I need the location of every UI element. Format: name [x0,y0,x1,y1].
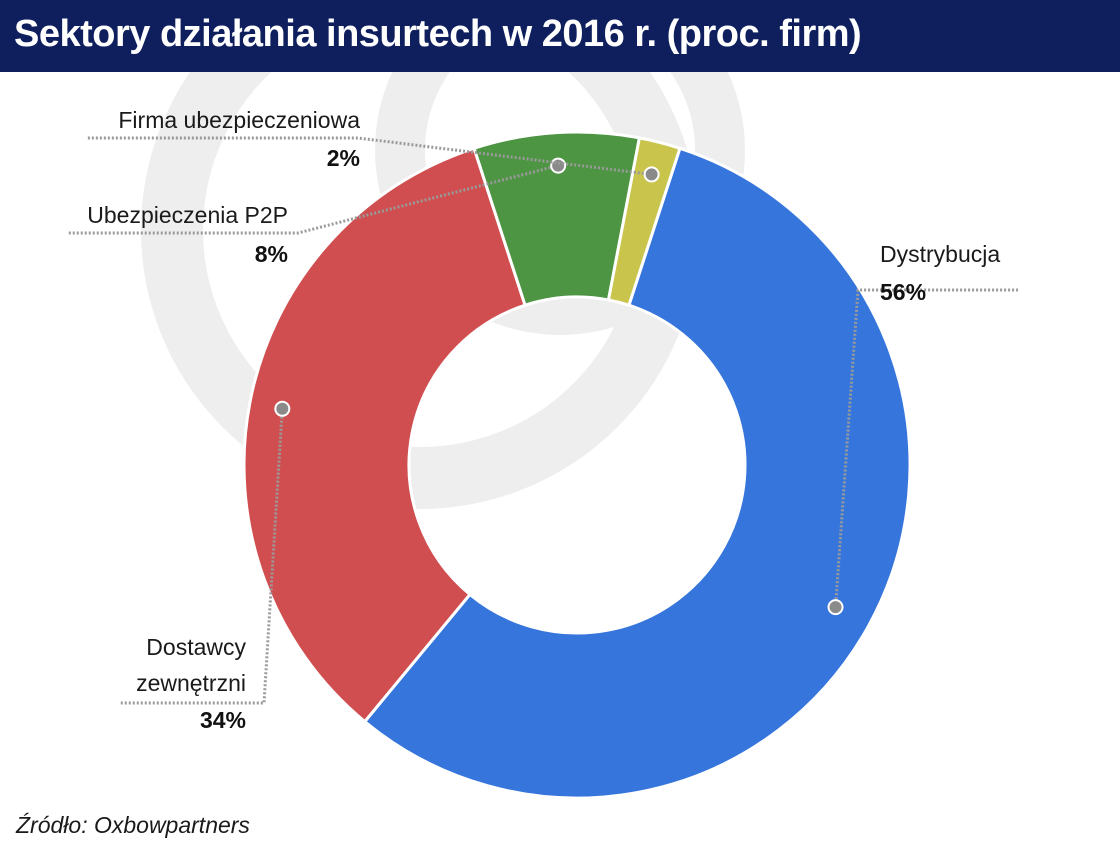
leader-dot-firma-ubezpieczeniowa [643,166,660,183]
title-bar: Sektory działania insurtech w 2016 r. (p… [0,0,1120,72]
value-label-dystrybucja: 56% [880,279,926,305]
slice-label-dostawcy-zewnetrzni-line-2: zewnętrzni [136,670,246,696]
donut-slices [242,130,912,800]
slice-dystrybucja [362,146,912,800]
chart-title: Sektory działania insurtech w 2016 r. (p… [14,13,862,55]
value-label-firma-ubezpieczeniowa: 2% [327,145,360,171]
leader-line-firma-ubezpieczeniowa [86,136,652,176]
leader-dot-dostawcy-zewnetrzni [274,400,291,417]
leader-line-dystrybucja [834,288,1018,608]
slice-label-dostawcy-zewnetrzni-line-1: Dostawcy [146,634,246,660]
slice-labels: Dystrybucja 56% Dostawcy zewnętrzni 34% Ubezp… [87,107,1000,733]
value-label-ubezpieczenia-p2p: 8% [255,241,288,267]
value-label-dostawcy-zewnetrzni: 34% [200,707,246,733]
leader-dot-ubezpieczenia-p2p [550,157,567,174]
slice-label-dystrybucja: Dystrybucja [880,241,1000,267]
slice-dostawcy-zewnetrzni [242,146,527,724]
leader-line-ubezpieczenia-p2p [68,164,559,235]
leader-dot-dystrybucja [827,599,844,616]
slice-label-firma-ubezpieczeniowa: Firma ubezpieczeniowa [118,107,360,133]
leader-lines [68,136,1018,705]
source-note: Źródło: Oxbowpartners [16,812,250,838]
slice-firma-ubezpieczeniowa [606,136,682,308]
slice-label-ubezpieczenia-p2p: Ubezpieczenia P2P [87,202,288,228]
